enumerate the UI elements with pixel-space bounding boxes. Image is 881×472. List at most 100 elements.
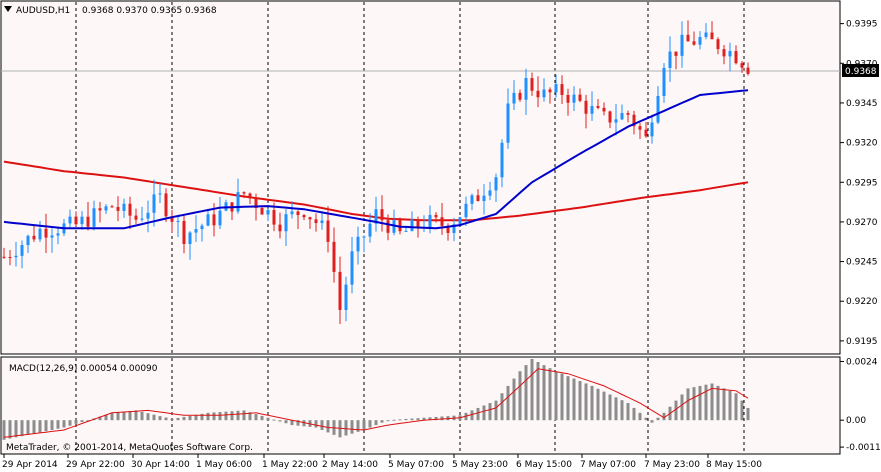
candle	[596, 99, 600, 110]
macd-bar	[146, 413, 150, 421]
candle	[734, 45, 738, 65]
macd-bar	[242, 410, 246, 421]
x-tick-label: 29 Apr 22:00	[66, 460, 125, 470]
time-axis: 29 Apr 2014 29 Apr 22:00 30 Apr 14:00 1 May…	[2, 454, 762, 470]
macd-bar	[368, 420, 372, 428]
macd-bar	[710, 383, 714, 421]
candle	[68, 209, 72, 228]
candle	[50, 228, 54, 253]
candle	[548, 87, 552, 104]
window-menu-triangle-icon[interactable]	[4, 6, 12, 12]
macd-bar	[350, 420, 354, 434]
x-tick-label: 7 May 07:00	[580, 460, 636, 470]
macd-bar	[26, 420, 30, 435]
candle	[362, 235, 366, 253]
macd-bar	[500, 393, 504, 421]
x-tick-label: 8 May 15:00	[706, 460, 762, 470]
macd-bar	[296, 420, 300, 426]
candle	[14, 241, 18, 267]
macd-tick-label: -0.0011	[846, 443, 881, 453]
y-tick-label: 0.9245	[846, 258, 878, 268]
candle	[476, 189, 480, 202]
macd-bar	[176, 417, 180, 421]
candle	[440, 203, 444, 235]
macd-bar	[536, 362, 540, 421]
candle	[188, 231, 192, 260]
macd-axis: 0.0024 0.00 -0.0011	[840, 357, 881, 453]
macd-bar	[56, 420, 60, 429]
macd-bar	[212, 412, 216, 421]
candle	[728, 42, 732, 72]
macd-bar	[734, 393, 738, 421]
candle	[344, 276, 348, 322]
macd-bar	[122, 411, 126, 421]
macd-bar	[266, 417, 270, 421]
macd-bar	[62, 420, 66, 428]
candle	[452, 217, 456, 242]
macd-bar	[524, 365, 528, 421]
candle	[158, 183, 162, 204]
candle	[710, 21, 714, 40]
price-panel[interactable]	[0, 0, 841, 355]
macd-bar	[104, 414, 108, 421]
candle	[608, 110, 612, 129]
macd-bar	[116, 412, 120, 421]
macd-bar	[728, 390, 732, 421]
candle	[368, 213, 372, 243]
macd-bar	[260, 415, 264, 421]
macd-bar	[506, 385, 510, 421]
macd-bar	[602, 391, 606, 421]
candle	[128, 196, 132, 229]
candle	[356, 226, 360, 265]
macd-bar	[680, 394, 684, 421]
candle	[122, 198, 126, 218]
candle	[98, 201, 102, 223]
x-tick-label: 1 May 06:00	[196, 460, 252, 470]
macd-label: MACD(12,26,9) 0.00054 0.00090	[9, 364, 158, 374]
macd-bar	[518, 371, 522, 421]
candle	[638, 122, 642, 139]
macd-bar	[140, 411, 144, 421]
macd-bar	[620, 400, 624, 421]
macd-bar	[596, 388, 600, 421]
macd-tick-label: 0.00	[846, 416, 866, 426]
candle	[572, 86, 576, 112]
candle	[374, 196, 378, 232]
candle	[170, 210, 174, 233]
macd-bar	[416, 418, 420, 421]
macd-bar	[8, 420, 12, 439]
candle	[104, 204, 108, 214]
macd-bar	[188, 415, 192, 421]
candle	[194, 215, 198, 242]
macd-bar	[542, 365, 546, 421]
x-tick-label: 5 May 23:00	[452, 460, 508, 470]
macd-signal-line	[3, 368, 749, 438]
candle	[482, 184, 486, 215]
candle	[146, 200, 150, 233]
current-price-tag: 0.9368	[842, 64, 879, 77]
candle	[296, 210, 300, 230]
macd-bar	[422, 417, 426, 421]
macd-bar	[326, 420, 330, 433]
y-tick-label: 0.9295	[846, 178, 878, 188]
candle	[698, 31, 702, 50]
candle	[38, 220, 42, 243]
candle	[80, 211, 84, 230]
macd-bar	[284, 420, 288, 424]
macd-bar	[572, 378, 576, 421]
candle	[134, 208, 138, 224]
candle	[524, 68, 528, 116]
macd-tick-label: 0.0024	[846, 357, 878, 367]
macd-bar	[632, 407, 636, 421]
candle	[20, 240, 24, 269]
macd-bar	[374, 420, 378, 426]
x-tick-label: 30 Apr 14:00	[131, 460, 190, 470]
candle	[632, 110, 636, 135]
candle	[614, 103, 618, 136]
candle	[692, 31, 696, 46]
macd-bar	[2, 420, 6, 440]
candle	[746, 62, 750, 76]
candle	[116, 196, 120, 222]
x-tick-label: 7 May 23:00	[644, 460, 700, 470]
